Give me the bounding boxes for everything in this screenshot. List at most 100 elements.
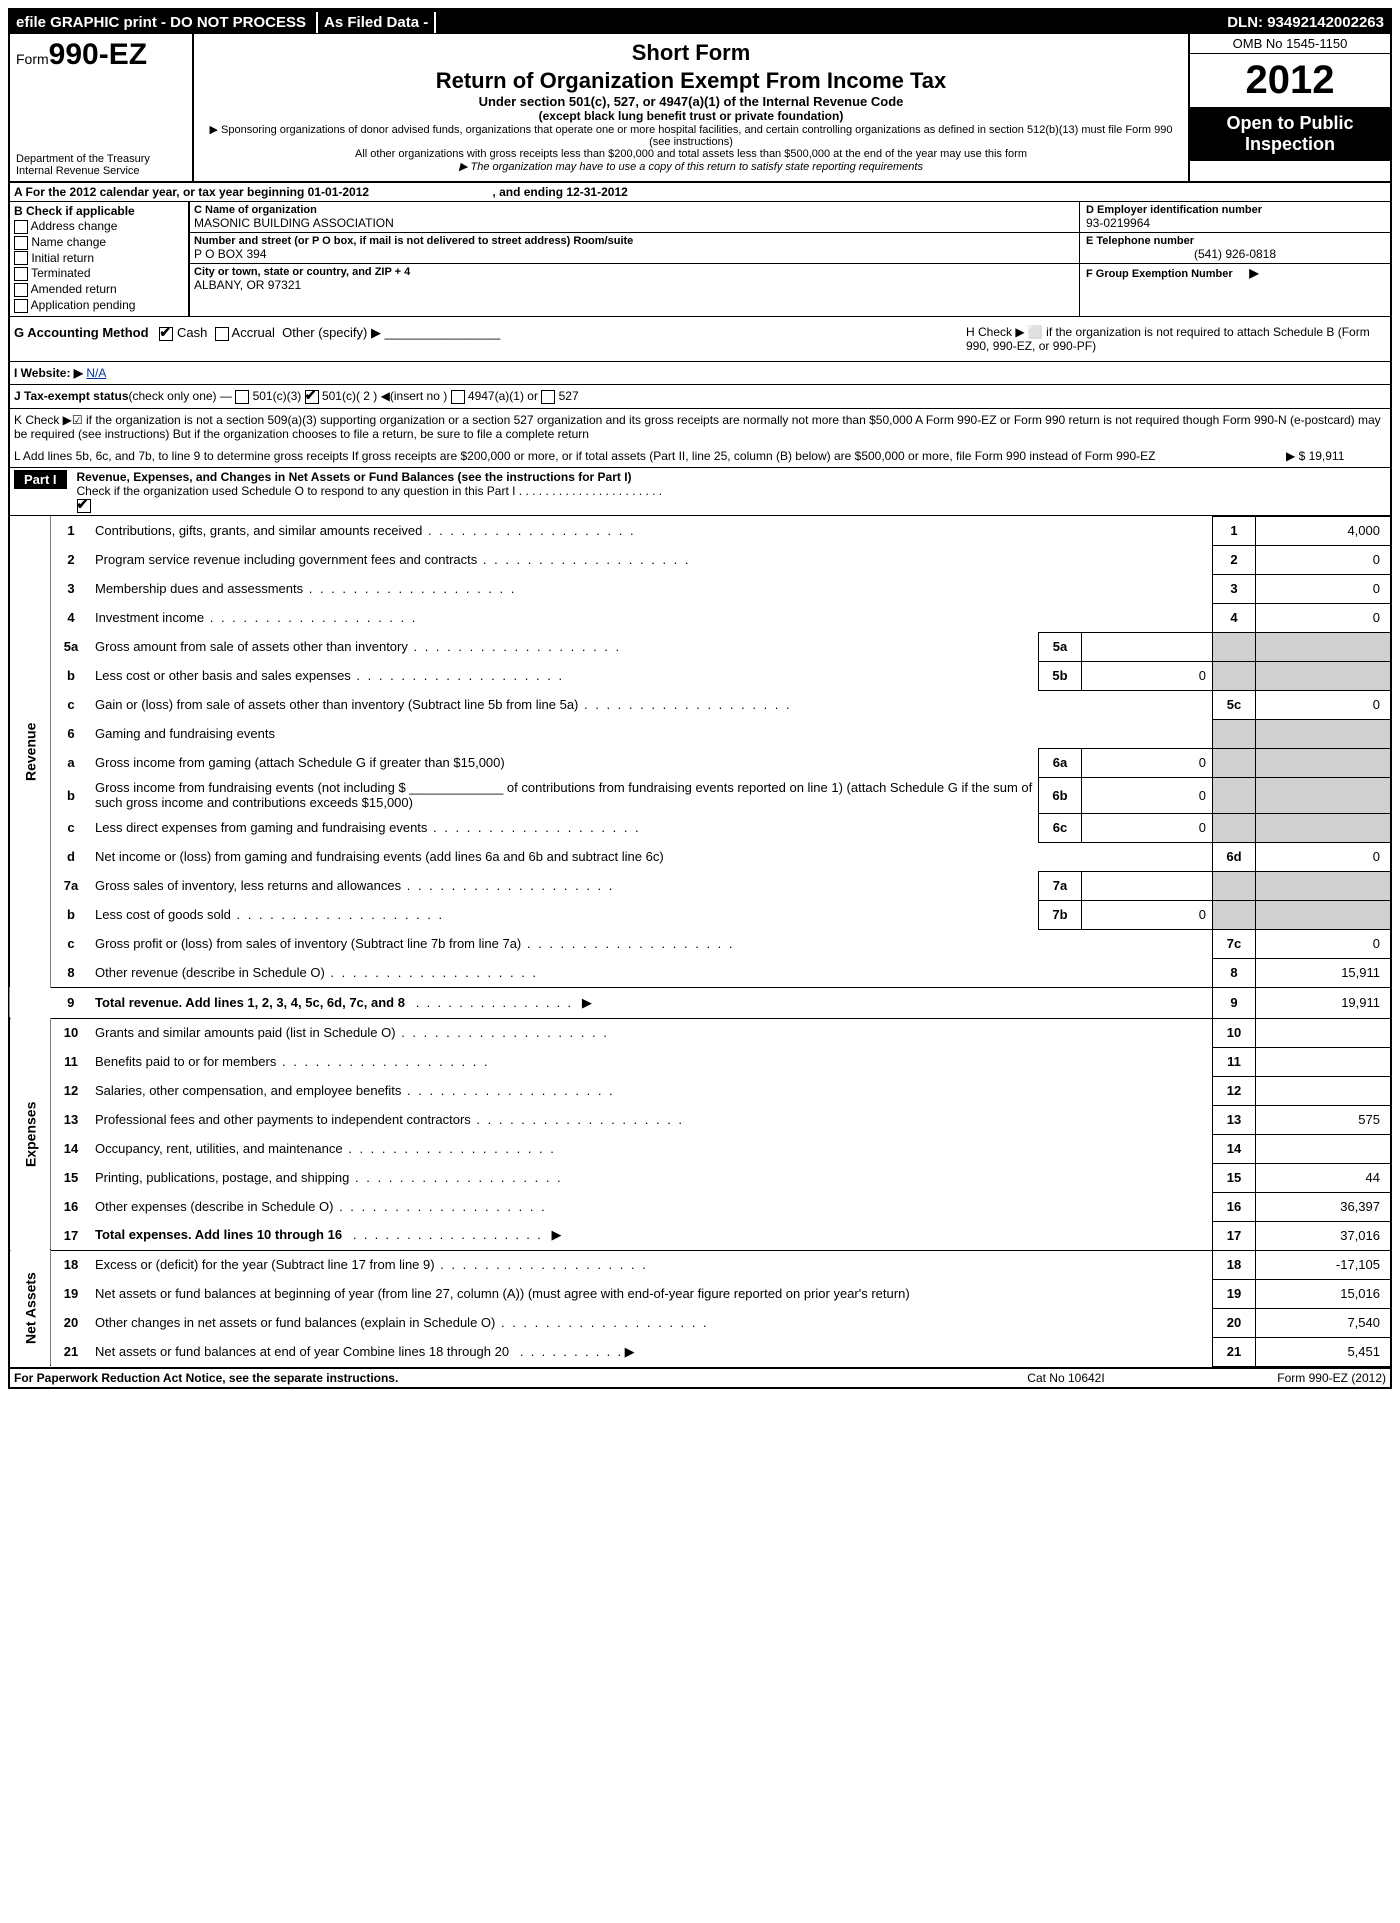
cb-4947[interactable] (451, 390, 465, 404)
col-b: B Check if applicable Address change Nam… (10, 202, 190, 316)
d-val: 93-0219964 (1086, 216, 1384, 230)
accrual-label: Accrual (232, 325, 275, 340)
l21-desc: Net assets or fund balances at end of ye… (95, 1344, 509, 1359)
l4-desc: Investment income (91, 603, 1213, 632)
l6a-desc: Gross income from gaming (attach Schedul… (91, 748, 1039, 777)
l6d-desc: Net income or (loss) from gaming and fun… (91, 842, 1213, 871)
cb-501c3[interactable] (235, 390, 249, 404)
c-name-lbl: C Name of organization (194, 204, 1075, 216)
c-city-val: ALBANY, OR 97321 (194, 278, 1075, 292)
c-street-val: P O BOX 394 (194, 247, 1075, 261)
f-row: F Group Exemption Number ▶ (1080, 264, 1390, 282)
row-a: A For the 2012 calendar year, or tax yea… (10, 183, 1390, 202)
c-street-row: Number and street (or P O box, if mail i… (190, 233, 1079, 264)
cb-cash[interactable] (159, 327, 173, 341)
l3-n: 3 (1213, 574, 1256, 603)
tax-year: 2012 (1190, 54, 1390, 107)
cb-terminated[interactable]: Terminated (14, 266, 184, 281)
row-i: I Website: ▶ N/A (10, 362, 1390, 385)
l12-n: 12 (1213, 1076, 1256, 1105)
form-prefix: Form (16, 51, 49, 67)
header-bullet3: ▶ The organization may have to use a cop… (200, 160, 1182, 173)
c-name-val: MASONIC BUILDING ASSOCIATION (194, 216, 1075, 230)
form-page: efile GRAPHIC print - DO NOT PROCESS As … (8, 8, 1392, 1389)
cb-accrual[interactable] (215, 327, 229, 341)
cb-address-change[interactable]: Address change (14, 219, 184, 234)
l16-desc: Other expenses (describe in Schedule O) (91, 1192, 1213, 1221)
l8-v: 15,911 (1256, 958, 1391, 987)
l12-v (1256, 1076, 1391, 1105)
l7b-desc: Less cost of goods sold (91, 900, 1039, 929)
i-val[interactable]: N/A (86, 366, 106, 380)
omb-number: OMB No 1545-1150 (1190, 34, 1390, 54)
g-lbl: G Accounting Method (14, 325, 149, 340)
footer-right: Form 990-EZ (2012) (1186, 1371, 1386, 1385)
footer-left: For Paperwork Reduction Act Notice, see … (14, 1371, 946, 1385)
cb-501c[interactable] (305, 390, 319, 404)
e-lbl: E Telephone number (1086, 235, 1384, 247)
l6-desc: Gaming and fundraising events (91, 719, 1213, 748)
row-a-begin: 01-01-2012 (308, 185, 369, 199)
l15-desc: Printing, publications, postage, and shi… (91, 1163, 1213, 1192)
l14-v (1256, 1134, 1391, 1163)
dln-label: DLN: 93492142002263 (1221, 12, 1390, 33)
l19-v: 15,016 (1256, 1279, 1391, 1308)
c-name-row: C Name of organization MASONIC BUILDING … (190, 202, 1079, 233)
cb-name-change[interactable]: Name change (14, 235, 184, 250)
l5a-mv (1082, 632, 1213, 661)
l9-v: 19,911 (1256, 987, 1391, 1018)
open-line1: Open to Public (1192, 113, 1388, 134)
cb-amended[interactable]: Amended return (14, 282, 184, 297)
cb-schedule-o[interactable] (77, 499, 91, 513)
cb-initial-return[interactable]: Initial return (14, 251, 184, 266)
part-i-tag: Part I (14, 470, 67, 489)
j-o3: 4947(a)(1) or (468, 389, 538, 403)
l5b-desc: Less cost or other basis and sales expen… (91, 661, 1039, 690)
l8-n: 8 (1213, 958, 1256, 987)
header-bullet2: All other organizations with gross recei… (200, 148, 1182, 160)
cb-pending[interactable]: Application pending (14, 298, 184, 313)
f-lbl: F Group Exemption Number (1086, 268, 1233, 280)
l6c-mn: 6c (1039, 813, 1082, 842)
revenue-side-label: Revenue (10, 516, 51, 987)
section-bcd: B Check if applicable Address change Nam… (10, 202, 1390, 317)
l-text: L Add lines 5b, 6c, and 7b, to line 9 to… (14, 449, 1286, 463)
l13-n: 13 (1213, 1105, 1256, 1134)
h-check: H Check ▶ ⬜ if the organization is not r… (966, 325, 1386, 353)
sub-title: Under section 501(c), 527, or 4947(a)(1)… (200, 94, 1182, 109)
l20-v: 7,540 (1256, 1308, 1391, 1337)
l7a-mv (1082, 871, 1213, 900)
i-lbl: I Website: ▶ (14, 366, 83, 380)
l11-n: 11 (1213, 1047, 1256, 1076)
sub-title2: (except black lung benefit trust or priv… (200, 109, 1182, 123)
l6d-v: 0 (1256, 842, 1391, 871)
c-city-row: City or town, state or country, and ZIP … (190, 264, 1079, 294)
l1-desc: Contributions, gifts, grants, and simila… (91, 516, 1213, 545)
open-to-public: Open to Public Inspection (1190, 107, 1390, 161)
part-i-title: Revenue, Expenses, and Changes in Net As… (77, 470, 632, 484)
j-o2: 501(c)( 2 ) ◀(insert no ) (322, 389, 447, 403)
l17-desc: Total expenses. Add lines 10 through 16 (95, 1227, 342, 1242)
l7b-mn: 7b (1039, 900, 1082, 929)
l5a-mn: 5a (1039, 632, 1082, 661)
other-label: Other (specify) ▶ (282, 325, 381, 340)
c-street-lbl: Number and street (or P O box, if mail i… (194, 235, 1075, 247)
l16-v: 36,397 (1256, 1192, 1391, 1221)
col-b-head: B Check if applicable (14, 204, 184, 218)
d-row: D Employer identification number 93-0219… (1080, 202, 1390, 233)
ln-1: 1 (51, 516, 92, 545)
row-a-end: 12-31-2012 (566, 185, 627, 199)
l7c-v: 0 (1256, 929, 1391, 958)
l1-n: 1 (1213, 516, 1256, 545)
l20-desc: Other changes in net assets or fund bala… (91, 1308, 1213, 1337)
row-a-text: A For the 2012 calendar year, or tax yea… (10, 183, 1390, 201)
l18-desc: Excess or (deficit) for the year (Subtra… (91, 1250, 1213, 1279)
l10-n: 10 (1213, 1018, 1256, 1047)
footer-row: For Paperwork Reduction Act Notice, see … (10, 1367, 1390, 1387)
header-row: Form990-EZ Department of the Treasury In… (10, 34, 1390, 183)
l19-desc: Net assets or fund balances at beginning… (91, 1279, 1213, 1308)
cb-527[interactable] (541, 390, 555, 404)
cash-label: Cash (177, 325, 207, 340)
l6a-mn: 6a (1039, 748, 1082, 777)
l21-v: 5,451 (1256, 1337, 1391, 1366)
